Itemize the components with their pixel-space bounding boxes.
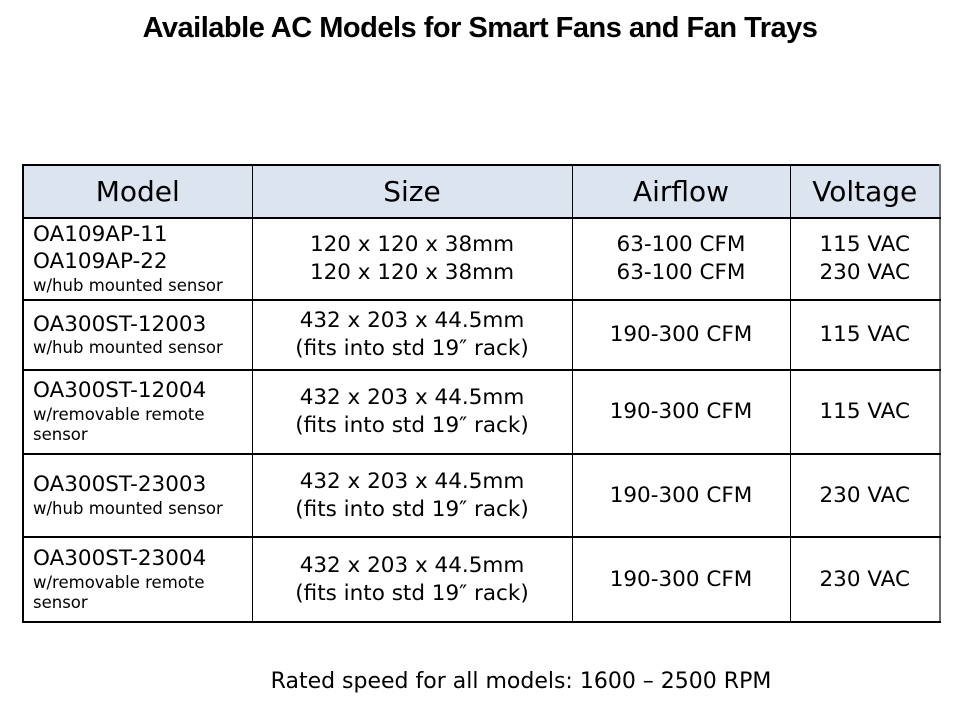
- models-table: Model Size Airflow Voltage OA109AP-11 OA109A…: [22, 164, 941, 623]
- table-row: OA300ST-12003 w/hub mounted sensor 432 x 2…: [22, 299, 941, 371]
- model-number: OA300ST-23003: [33, 472, 207, 497]
- model-number: OA300ST-12003: [33, 311, 207, 337]
- model-cell: OA300ST-12003 w/hub mounted sensor: [22, 299, 253, 371]
- voltage-cell: 230 VAC: [789, 453, 941, 538]
- column-header-model: Model: [22, 164, 253, 219]
- voltage-cell-line: 115 VAC: [819, 399, 911, 425]
- column-header-airflow: Airflow: [571, 164, 791, 219]
- size-cell: 432 x 203 x 44.5mm (fits into std 19″ rac…: [251, 536, 573, 623]
- model-number: OA109AP-22: [33, 248, 168, 274]
- size-cell-line: (fits into std 19″ rack): [295, 336, 529, 361]
- size-cell: 120 x 120 x 38mm 120 x 120 x 38mm: [251, 217, 573, 301]
- voltage-cell-line: 230 VAC: [819, 482, 911, 508]
- sensor-note: w/removable remote sensor: [33, 572, 205, 612]
- voltage-cell-line: 230 VAC: [819, 260, 911, 285]
- model-number: OA300ST-23004: [33, 545, 207, 571]
- sensor-note: w/hub mounted sensor: [33, 338, 223, 358]
- sensor-note: w/hub mounted sensor: [33, 498, 223, 518]
- column-header-voltage: Voltage: [789, 164, 941, 219]
- voltage-cell: 115 VAC 230 VAC: [789, 217, 941, 301]
- model-cell: OA300ST-12004 w/removable remote sensor: [22, 369, 253, 455]
- voltage-cell: 115 VAC: [789, 369, 941, 455]
- size-cell-line: 432 x 203 x 44.5mm: [299, 468, 525, 494]
- airflow-cell-line: 190-300 CFM: [609, 482, 753, 508]
- size-cell-line: (fits into std 19″ rack): [295, 413, 529, 438]
- airflow-cell: 190-300 CFM: [571, 299, 791, 371]
- voltage-cell-line: 115 VAC: [819, 322, 911, 348]
- table-row: OA300ST-23004 w/removable remote sensor 43…: [22, 536, 941, 623]
- size-cell: 432 x 203 x 44.5mm (fits into std 19″ rac…: [251, 299, 573, 371]
- size-cell-line: 120 x 120 x 38mm: [309, 232, 515, 258]
- airflow-cell: 190-300 CFM: [571, 536, 791, 623]
- size-cell: 432 x 203 x 44.5mm (fits into std 19″ rac…: [251, 369, 573, 455]
- airflow-cell-line: 63-100 CFM: [616, 260, 746, 285]
- airflow-cell-line: 190-300 CFM: [609, 399, 753, 425]
- size-cell-line: (fits into std 19″ rack): [295, 580, 529, 606]
- size-cell-line: 432 x 203 x 44.5mm: [299, 308, 525, 334]
- table-header-row: Model Size Airflow Voltage: [22, 164, 941, 219]
- sensor-note: w/removable remote sensor: [33, 405, 205, 445]
- size-cell-line: (fits into std 19″ rack): [295, 496, 529, 522]
- table-row: OA300ST-23003 w/hub mounted sensor 432 x 2…: [22, 453, 941, 538]
- sensor-note: w/hub mounted sensor: [33, 275, 223, 295]
- voltage-cell: 115 VAC: [789, 299, 941, 371]
- voltage-cell: 230 VAC: [789, 536, 941, 623]
- voltage-cell-line: 230 VAC: [819, 566, 911, 592]
- size-cell: 432 x 203 x 44.5mm (fits into std 19″ rac…: [251, 453, 573, 538]
- airflow-cell-line: 190-300 CFM: [609, 566, 753, 592]
- size-cell-line: 120 x 120 x 38mm: [309, 260, 515, 285]
- model-cell: OA109AP-11 OA109AP-22 w/hub mounted sensor: [22, 217, 253, 301]
- airflow-cell-line: 190-300 CFM: [609, 322, 753, 348]
- airflow-cell: 190-300 CFM: [571, 453, 791, 538]
- footer-note: Rated speed for all models: 1600 – 2500 …: [270, 669, 772, 694]
- model-cell: OA300ST-23004 w/removable remote sensor: [22, 536, 253, 623]
- model-number: OA109AP-11: [33, 222, 168, 248]
- page-title: Available AC Models for Smart Fans and F…: [142, 12, 818, 44]
- airflow-cell: 63-100 CFM 63-100 CFM: [571, 217, 791, 301]
- airflow-cell: 190-300 CFM: [571, 369, 791, 455]
- voltage-cell-line: 115 VAC: [819, 232, 911, 258]
- model-cell: OA300ST-23003 w/hub mounted sensor: [22, 453, 253, 538]
- column-header-size: Size: [251, 164, 573, 219]
- size-cell-line: 432 x 203 x 44.5mm: [299, 552, 525, 578]
- size-cell-line: 432 x 203 x 44.5mm: [299, 385, 525, 411]
- table-row: OA300ST-12004 w/removable remote sensor 43…: [22, 369, 941, 455]
- airflow-cell-line: 63-100 CFM: [616, 232, 746, 258]
- table-row: OA109AP-11 OA109AP-22 w/hub mounted sensor…: [22, 217, 941, 301]
- model-number: OA300ST-12004: [33, 378, 207, 404]
